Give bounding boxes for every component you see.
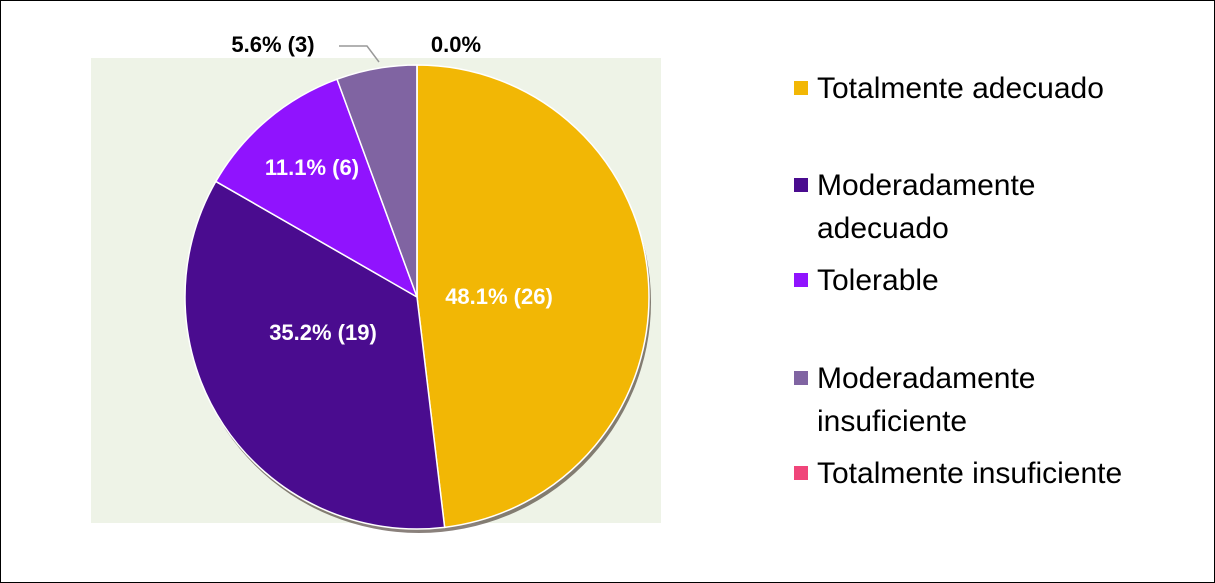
legend-swatch [794, 466, 808, 480]
legend-swatch [794, 273, 808, 287]
legend-item: Moderadamente adecuado [794, 164, 1124, 250]
legend-swatch [794, 371, 808, 385]
legend-label: Moderadamente adecuado [817, 169, 1036, 245]
data-label: 35.2% (19) [269, 320, 377, 345]
legend-label: Moderadamente insuficiente [817, 362, 1036, 438]
legend-label: Totalmente insuficiente [817, 457, 1123, 490]
pie-slice [214, 78, 419, 299]
data-label: 5.6% (3) [231, 32, 314, 57]
leader-line [339, 45, 380, 63]
pie-slice [416, 64, 650, 529]
legend-swatch [794, 81, 808, 95]
legend-item: Moderadamente insuficiente [794, 357, 1124, 443]
data-label: 0.0% [431, 32, 481, 57]
data-label: 48.1% (26) [445, 284, 553, 309]
pie-slice [184, 180, 446, 530]
legend-item: Totalmente adecuado [794, 67, 1124, 110]
data-label: 11.1% (6) [265, 155, 359, 180]
legend-item: Tolerable [794, 259, 1124, 302]
legend-label: Tolerable [817, 264, 939, 297]
legend-item: Totalmente insuficiente [794, 452, 1124, 495]
legend-swatch [794, 178, 808, 192]
legend-label: Totalmente adecuado [817, 72, 1104, 105]
